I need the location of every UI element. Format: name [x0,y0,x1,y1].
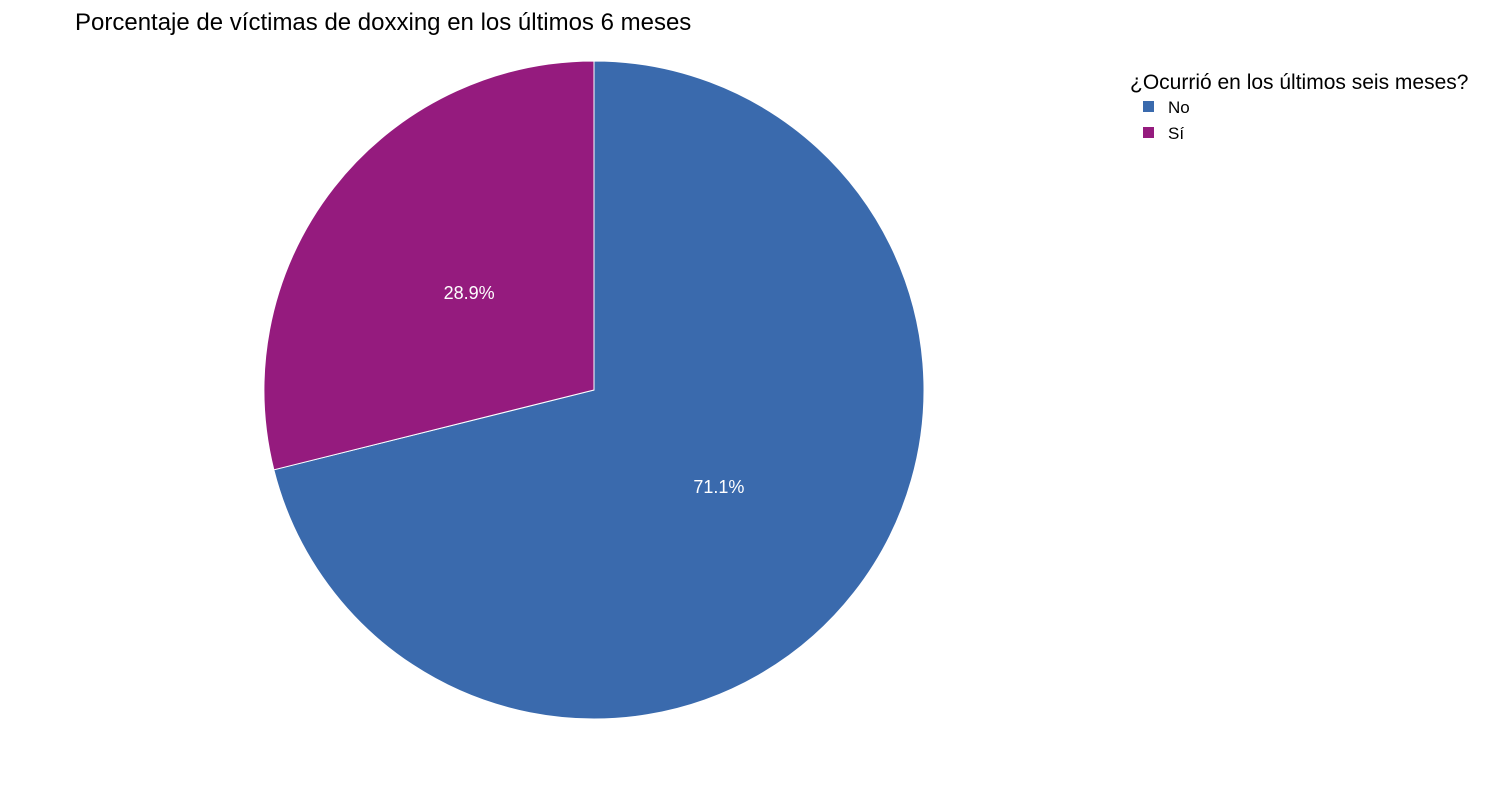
pie-slice-labels: 71.1% 28.9% [444,283,745,497]
legend: ¿Ocurrió en los últimos seis meses? No Sí [1130,71,1468,143]
legend-items: No Sí [1143,98,1190,143]
chart-title: Porcentaje de víctimas de doxxing en los… [75,9,691,36]
legend-label-no[interactable]: No [1168,98,1190,117]
pie-slices [263,60,925,720]
slice-label-no: 71.1% [693,477,744,497]
pie-slice-si [263,60,595,471]
legend-title: ¿Ocurrió en los últimos seis meses? [1130,71,1468,94]
legend-label-si[interactable]: Sí [1168,124,1184,143]
legend-swatch-no[interactable] [1143,101,1154,112]
pie-slice-no [273,60,925,720]
slice-label-si: 28.9% [444,283,495,303]
legend-swatch-si[interactable] [1143,127,1154,138]
